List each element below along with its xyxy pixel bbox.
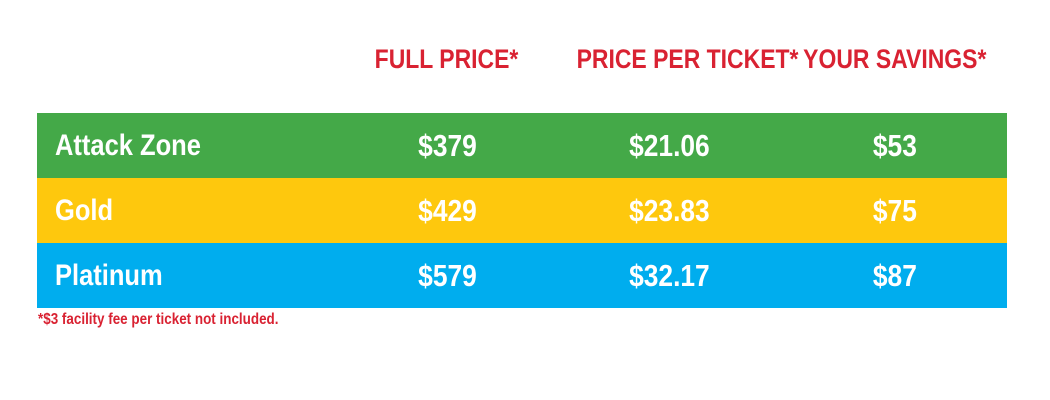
price-per-ticket-cell: $32.17: [557, 258, 782, 294]
full-price-value: $579: [417, 257, 477, 293]
footnote-text: *$3 facility fee per ticket not included…: [38, 311, 279, 328]
table-row-attack-zone: Attack Zone $379 $21.06 $53: [37, 113, 1007, 178]
full-price-value: $429: [417, 192, 477, 228]
savings-cell: $53: [782, 128, 1007, 164]
column-header-label: FULL PRICE*: [375, 44, 519, 74]
savings-cell: $87: [782, 258, 1007, 294]
savings-value: $53: [872, 127, 917, 163]
tier-cell: Platinum: [37, 259, 337, 293]
column-header-label: YOUR SAVINGS*: [802, 44, 987, 74]
price-per-ticket-value: $21.06: [629, 127, 710, 163]
price-per-ticket-cell: $21.06: [557, 128, 782, 164]
full-price-value: $379: [417, 127, 477, 163]
tier-cell: Gold: [37, 194, 337, 228]
tier-cell: Attack Zone: [37, 129, 337, 163]
savings-value: $87: [872, 257, 917, 293]
tier-label: Gold: [55, 193, 114, 227]
column-header-full-price: FULL PRICE*: [337, 44, 557, 75]
table-row-platinum: Platinum $579 $32.17 $87: [37, 243, 1007, 308]
column-header-price-per-ticket: PRICE PER TICKET*: [557, 44, 799, 75]
facility-fee-footnote: *$3 facility fee per ticket not included…: [38, 311, 324, 329]
column-header-your-savings: YOUR SAVINGS*: [782, 44, 1007, 75]
price-per-ticket-value: $23.83: [629, 192, 710, 228]
pricing-table-body: Attack Zone $379 $21.06 $53 Gold $429 $2…: [37, 113, 1007, 308]
tier-label: Platinum: [55, 258, 163, 292]
table-row-gold: Gold $429 $23.83 $75: [37, 178, 1007, 243]
price-per-ticket-cell: $23.83: [557, 193, 782, 229]
full-price-cell: $379: [337, 128, 557, 164]
table-header-row: FULL PRICE* PRICE PER TICKET* YOUR SAVIN…: [37, 44, 1007, 75]
full-price-cell: $579: [337, 258, 557, 294]
savings-value: $75: [872, 192, 917, 228]
column-header-label: PRICE PER TICKET*: [576, 44, 799, 74]
tier-label: Attack Zone: [55, 128, 201, 162]
full-price-cell: $429: [337, 193, 557, 229]
savings-cell: $75: [782, 193, 1007, 229]
price-per-ticket-value: $32.17: [629, 257, 710, 293]
